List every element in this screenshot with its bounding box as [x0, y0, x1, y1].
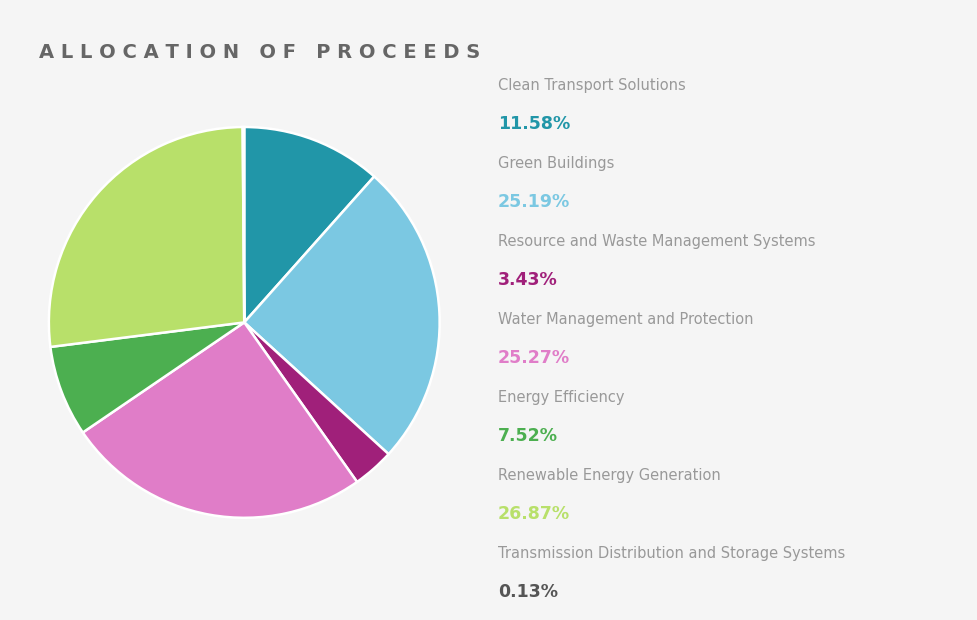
Text: 0.13%: 0.13%	[498, 583, 558, 601]
Wedge shape	[83, 322, 357, 518]
Text: Clean Transport Solutions: Clean Transport Solutions	[498, 78, 686, 94]
Wedge shape	[242, 127, 244, 322]
Wedge shape	[244, 177, 440, 454]
Text: 3.43%: 3.43%	[498, 272, 558, 290]
Text: 25.19%: 25.19%	[498, 193, 571, 211]
Text: Green Buildings: Green Buildings	[498, 156, 615, 171]
Wedge shape	[244, 127, 374, 322]
Text: Resource and Waste Management Systems: Resource and Waste Management Systems	[498, 234, 816, 249]
Wedge shape	[244, 322, 389, 482]
Text: 11.58%: 11.58%	[498, 115, 571, 133]
Text: A L L O C A T I O N   O F   P R O C E E D S: A L L O C A T I O N O F P R O C E E D S	[39, 43, 481, 63]
Text: Water Management and Protection: Water Management and Protection	[498, 312, 753, 327]
Text: 7.52%: 7.52%	[498, 427, 558, 445]
Text: Renewable Energy Generation: Renewable Energy Generation	[498, 468, 721, 483]
Text: Energy Efficiency: Energy Efficiency	[498, 390, 624, 405]
Text: Transmission Distribution and Storage Systems: Transmission Distribution and Storage Sy…	[498, 546, 845, 561]
Wedge shape	[49, 127, 244, 347]
Text: 25.27%: 25.27%	[498, 349, 570, 367]
Wedge shape	[51, 322, 244, 433]
Text: 26.87%: 26.87%	[498, 505, 570, 523]
